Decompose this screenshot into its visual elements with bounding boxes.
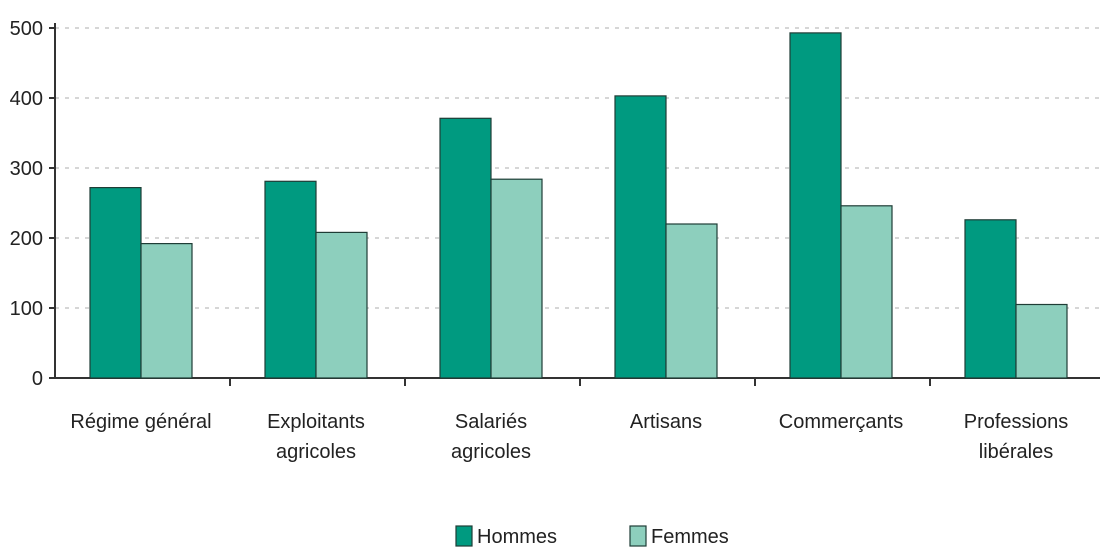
x-tick-label: Artisans	[630, 411, 702, 433]
bar-hommes	[89, 187, 142, 379]
bar-femmes	[665, 223, 718, 379]
y-tick-label: 500	[10, 18, 43, 40]
bar-hommes	[964, 219, 1017, 379]
x-tick-label: Exploitants	[267, 411, 365, 433]
legend-swatch-hommes	[455, 525, 473, 547]
y-tick-label: 200	[10, 228, 43, 250]
bar-hommes	[439, 117, 492, 379]
x-tick-label: Régime général	[70, 411, 211, 433]
y-tick-label: 300	[10, 158, 43, 180]
x-tick-label: agricoles	[451, 441, 531, 463]
bar-hommes	[264, 180, 317, 379]
legend-label-femmes: Femmes	[651, 526, 729, 548]
x-tick-label: Commerçants	[779, 411, 903, 433]
bar-femmes	[1015, 303, 1068, 379]
bar-femmes	[840, 205, 893, 379]
bar-femmes	[315, 231, 368, 379]
x-tick-label: agricoles	[276, 441, 356, 463]
y-tick-label: 100	[10, 298, 43, 320]
bar-hommes	[789, 32, 842, 379]
bar-femmes	[140, 243, 193, 379]
bar-femmes	[490, 178, 543, 379]
legend-swatch-femmes	[629, 525, 647, 547]
x-tick-label: libérales	[979, 441, 1053, 463]
x-tick-label: Professions	[964, 411, 1069, 433]
y-tick-label: 0	[32, 368, 43, 390]
x-tick-label: Salariés	[455, 411, 527, 433]
bar-hommes	[614, 95, 667, 379]
legend-label-hommes: Hommes	[477, 526, 557, 548]
y-tick-label: 400	[10, 88, 43, 110]
